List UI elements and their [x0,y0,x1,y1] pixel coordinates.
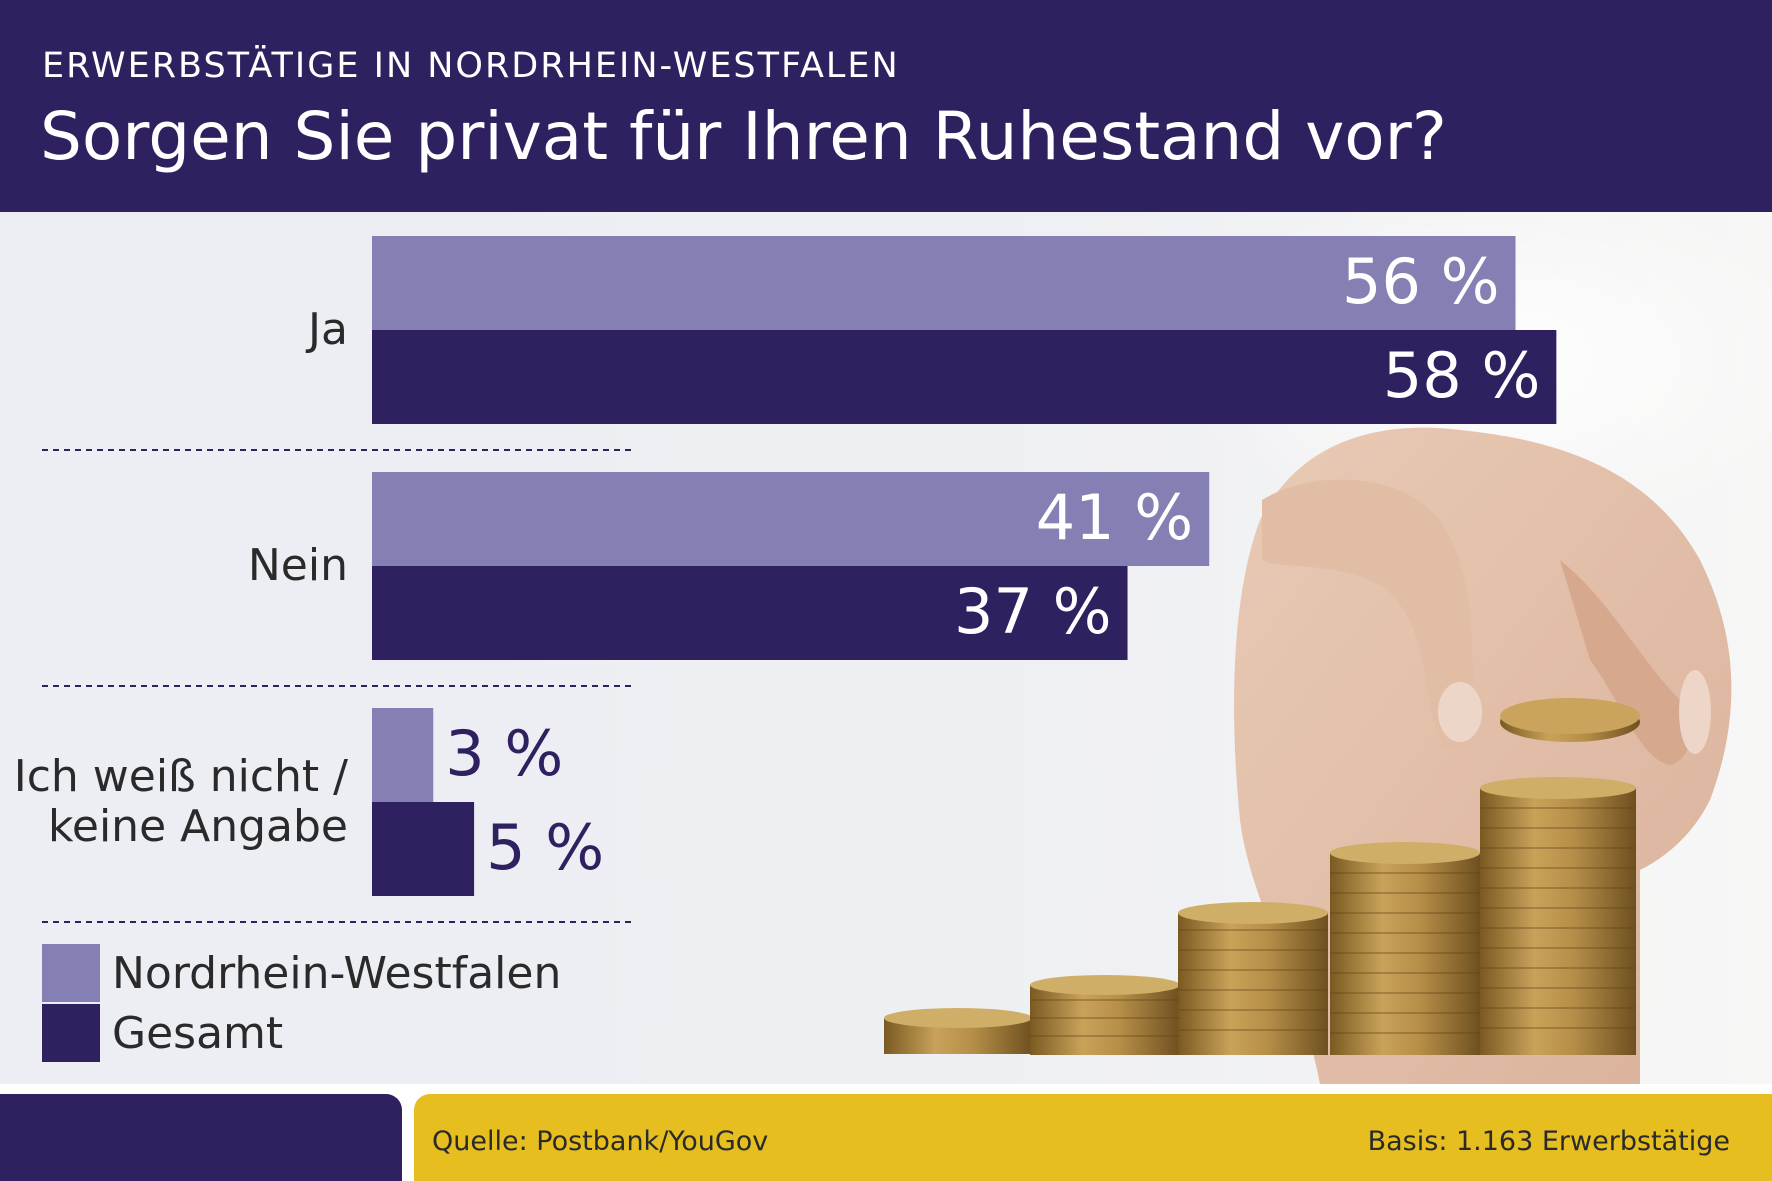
bar-nein-gesamt [372,566,1128,660]
category-label-ja: Ja [305,304,348,355]
category-label-ich-wei-nicht: Ich weiß nicht / [14,751,348,802]
bar-nein-nrw [372,472,1210,566]
legend-swatch-gesamt [42,1004,100,1062]
category-label-ich-wei-nicht: keine Angabe [48,801,348,852]
data-label-nein-gesamt: 37 % [954,575,1112,648]
bar-ich-wei-nicht-nrw [372,708,434,802]
footer-bar [414,1094,1772,1181]
bar-chart: Ja 56 % 58 % Nein 41 % 37 % Ich weiß nicht /ke… [14,236,1557,923]
legend-swatch-nordrhein-westfalen [42,944,100,1002]
footer-source: Quelle: Postbank/YouGov [432,1126,769,1157]
data-label-ja-nrw: 56 % [1342,245,1500,318]
footer-basis: Basis: 1.163 Erwerbstätige [1367,1126,1730,1157]
legend-label-gesamt: Gesamt [112,1008,284,1059]
header-banner: ERWERBSTÄTIGE IN NORDRHEIN-WESTFALEN Sor… [0,0,1772,212]
category-label-nein: Nein [248,540,348,591]
bar-ich-wei-nicht-gesamt [372,802,475,896]
data-label-ich-wei-nicht-gesamt: 5 % [486,811,604,884]
bar-ja-nrw [372,236,1516,330]
bar-ja-gesamt [372,330,1557,424]
header-kicker: ERWERBSTÄTIGE IN NORDRHEIN-WESTFALEN [42,46,900,86]
legend-label-nordrhein-westfalen: Nordrhein-Westfalen [112,948,562,999]
data-label-ich-wei-nicht-nrw: 3 % [445,717,563,790]
data-label-nein-nrw: 41 % [1036,481,1194,554]
footer-left-bar [0,1094,402,1181]
data-label-ja-gesamt: 58 % [1383,339,1541,412]
chart-title: Sorgen Sie privat für Ihren Ruhestand vo… [40,98,1447,175]
